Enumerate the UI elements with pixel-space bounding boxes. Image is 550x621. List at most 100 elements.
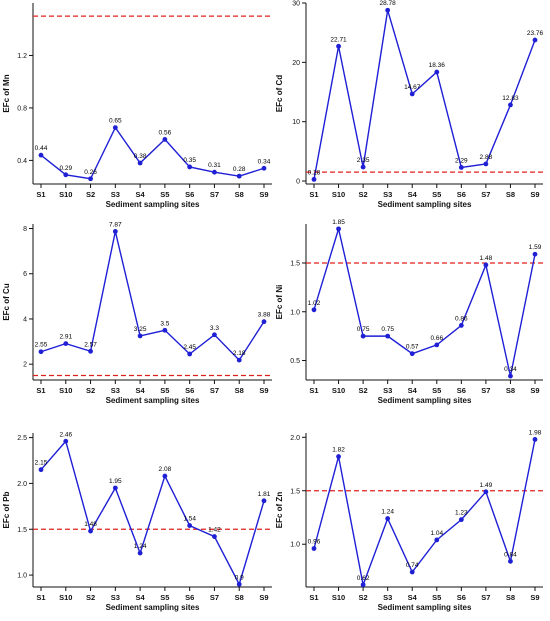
- data-point: [88, 348, 93, 354]
- x-tick-label: S5: [160, 593, 169, 602]
- data-point: [63, 438, 69, 444]
- data-point: [336, 454, 341, 459]
- data-label: 1.48: [480, 255, 493, 262]
- series-line: [313, 439, 536, 588]
- x-tick-label: S6: [457, 593, 466, 602]
- data-point: [162, 473, 168, 479]
- data-point: [212, 169, 217, 175]
- y-axis-title: EFc of Ni: [275, 285, 284, 320]
- data-point: [162, 327, 168, 333]
- data-label: 2.55: [35, 342, 48, 349]
- data-point: [434, 342, 440, 348]
- y-axis-title: EFc of Pb: [2, 491, 11, 528]
- data-label: 0.34: [258, 158, 271, 165]
- data-label: 3.3: [210, 325, 219, 332]
- data-point: [385, 333, 391, 339]
- x-tick-label: S10: [59, 190, 72, 199]
- x-tick-label: S8: [506, 190, 515, 199]
- data-point: [112, 229, 118, 234]
- x-tick-label: S6: [185, 386, 194, 395]
- x-tick-label: S6: [185, 190, 194, 199]
- data-point: [88, 176, 93, 182]
- data-point: [434, 537, 440, 543]
- y-axis-title: EFc of Cu: [2, 283, 11, 320]
- data-label: 1.81: [258, 491, 271, 498]
- data-label: 0.57: [406, 344, 419, 351]
- x-tick-label: S7: [210, 386, 219, 395]
- data-point: [434, 69, 440, 75]
- data-point: [112, 125, 118, 131]
- data-point: [409, 351, 415, 357]
- x-tick-label: S2: [359, 386, 368, 395]
- data-label: 1.04: [430, 530, 443, 537]
- data-point: [360, 333, 366, 339]
- data-point: [508, 102, 513, 108]
- data-point: [38, 152, 44, 158]
- data-label: 0.34: [504, 366, 517, 373]
- chart-panel: 1.0 1.5 2.0 2.5 S1 S10 S2 S3 S4 S5 S6 S7 S8 S9 Sedimen…: [2, 431, 272, 612]
- x-axis-title: Sediment sampling sites: [378, 200, 472, 209]
- y-tick-label: 6: [23, 271, 27, 278]
- data-label: 0.75: [357, 326, 370, 333]
- y-tick-label: 4: [23, 316, 27, 323]
- data-point: [360, 164, 366, 170]
- x-tick-label: S9: [259, 190, 268, 199]
- data-label: 23.76: [527, 30, 544, 37]
- data-point: [360, 582, 366, 588]
- data-point: [261, 319, 267, 325]
- data-point: [236, 357, 242, 363]
- data-point: [409, 569, 415, 575]
- x-tick-label: S7: [210, 593, 219, 602]
- data-label: 1.98: [529, 429, 542, 436]
- x-tick-label: S6: [185, 593, 194, 602]
- data-label: 18.36: [429, 62, 446, 69]
- data-label: 0.28: [308, 169, 321, 176]
- y-tick-label: 1.0: [17, 573, 27, 580]
- x-axis-title: Sediment sampling sites: [106, 396, 200, 405]
- y-axis-title: EFc of Zn: [275, 492, 284, 529]
- data-label: 0.84: [504, 551, 517, 558]
- data-point: [532, 37, 538, 43]
- data-label: 1.24: [134, 543, 147, 550]
- data-label: 0.35: [183, 157, 196, 164]
- x-tick-label: S10: [332, 593, 345, 602]
- data-point: [162, 137, 168, 142]
- x-tick-label: S2: [359, 190, 368, 199]
- data-label: 0.9: [235, 574, 244, 581]
- data-label: 0.31: [208, 162, 221, 169]
- x-tick-label: S3: [383, 190, 392, 199]
- chart-panel: 0.4 0.8 1.2 S1 S10 S2 S3 S4 S5 S6 S7 S8 S9 Sediment s…: [2, 3, 272, 209]
- x-tick-label: S4: [136, 386, 146, 395]
- data-point: [112, 485, 118, 491]
- data-point: [458, 517, 464, 523]
- data-point: [187, 523, 193, 528]
- x-axis-title: Sediment sampling sites: [378, 396, 472, 405]
- data-label: 0.28: [233, 166, 246, 173]
- data-label: 2.18: [233, 350, 246, 357]
- data-label: 1.95: [109, 478, 122, 485]
- data-point: [508, 373, 513, 379]
- data-point: [311, 546, 317, 551]
- data-point: [532, 437, 538, 442]
- data-point: [336, 226, 341, 232]
- x-tick-label: S7: [481, 386, 490, 395]
- y-tick-label: 1.2: [17, 53, 27, 60]
- data-label: 3.88: [258, 312, 271, 319]
- y-tick-label: 20: [292, 60, 300, 67]
- x-tick-label: S7: [481, 593, 490, 602]
- data-point: [236, 581, 242, 587]
- data-label: 0.74: [406, 562, 419, 569]
- x-tick-label: S7: [210, 190, 219, 199]
- x-tick-label: S1: [36, 593, 45, 602]
- data-label: 1.48: [84, 521, 97, 528]
- data-point: [212, 332, 217, 338]
- x-tick-label: S10: [332, 386, 345, 395]
- data-point: [483, 262, 489, 268]
- data-label: 0.65: [109, 118, 122, 125]
- data-label: 2.88: [480, 154, 493, 161]
- data-point: [483, 161, 489, 167]
- x-tick-label: S1: [36, 386, 45, 395]
- x-tick-label: S1: [36, 190, 45, 199]
- x-tick-label: S8: [235, 386, 244, 395]
- data-point: [236, 173, 242, 179]
